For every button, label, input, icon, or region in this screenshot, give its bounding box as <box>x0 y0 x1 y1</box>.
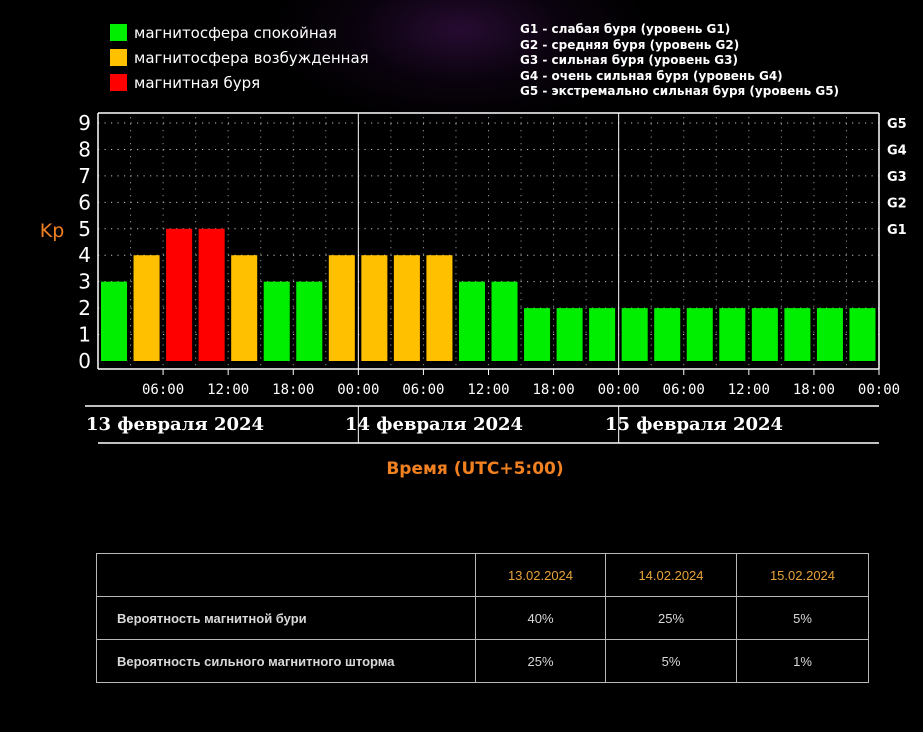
g-level-legend: G1 - слабая буря (уровень G1) G2 - средн… <box>520 22 839 100</box>
x-tick-label: 00:00 <box>858 382 900 398</box>
g-level-label: G5 <box>887 117 907 132</box>
legend-swatch-quiet <box>110 24 127 41</box>
kp-bar <box>296 281 323 361</box>
kp-bar <box>361 255 388 361</box>
legend-item-storm: магнитная буря <box>110 70 369 95</box>
legend-label-storm: магнитная буря <box>134 73 261 92</box>
kp-bar <box>166 228 193 361</box>
y-tick-label: 0 <box>78 349 91 373</box>
x-tick-label: 12:00 <box>207 382 249 398</box>
x-tick-label: 06:00 <box>142 382 184 398</box>
kp-chart: 01 23 45 67 89 Kp G1 G2 G3 G4 G5 06:00 12:00 18:00 00:… <box>40 111 907 479</box>
x-tick-label: 00:00 <box>598 382 640 398</box>
x-tick-label: 18:00 <box>793 382 835 398</box>
kp-bar <box>101 281 128 361</box>
kp-bar <box>589 308 616 361</box>
legend-label-quiet: магнитосфера спокойная <box>134 23 337 42</box>
kp-color-legend: магнитосфера спокойная магнитосфера возб… <box>110 20 369 95</box>
legend-item-quiet: магнитосфера спокойная <box>110 20 369 45</box>
kp-bar <box>816 308 843 361</box>
y-tick-label: 2 <box>78 296 91 320</box>
table-header-empty <box>96 553 476 597</box>
day-label: 13 февраля 2024 <box>86 414 264 435</box>
x-tick-label: 18:00 <box>272 382 314 398</box>
kp-bar <box>198 228 225 361</box>
table-row-label: Вероятность сильного магнитного шторма <box>96 639 476 683</box>
kp-bar <box>654 308 681 361</box>
day-label: 14 февраля 2024 <box>345 414 523 435</box>
kp-bar <box>784 308 811 361</box>
table-cell: 25% <box>605 596 737 640</box>
g-level-label: G1 <box>887 223 907 238</box>
kp-bar <box>263 281 290 361</box>
x-axis-title: Время (UTC+5:00) <box>386 459 563 479</box>
g-level-label: G2 <box>887 196 907 211</box>
kp-bar <box>231 255 258 361</box>
kp-bar <box>426 255 453 361</box>
y-tick-label: 9 <box>78 111 91 135</box>
g-level-label: G3 <box>887 170 907 185</box>
g-legend-g5: G5 - экстремально сильная буря (уровень … <box>520 84 840 98</box>
table-cell: 1% <box>736 639 869 683</box>
y-tick-label: 3 <box>78 270 91 294</box>
x-tick-label: 12:00 <box>467 382 509 398</box>
x-tick-label: 06:00 <box>402 382 444 398</box>
g-legend-g2: G2 - средняя буря (уровень G2) <box>520 37 740 52</box>
kp-bar <box>849 308 876 361</box>
legend-item-excited: магнитосфера возбужденная <box>110 45 369 70</box>
table-row: Вероятность сильного магнитного шторма 2… <box>96 639 869 683</box>
kp-bar <box>393 255 420 361</box>
kp-bar <box>524 308 551 361</box>
kp-bar <box>328 255 355 361</box>
table-row-label: Вероятность магнитной бури <box>96 596 476 640</box>
kp-bar <box>751 308 778 361</box>
table-header-date: 14.02.2024 <box>605 553 737 597</box>
legend-label-excited: магнитосфера возбужденная <box>134 48 369 67</box>
x-tick-label: 06:00 <box>663 382 705 398</box>
table-cell: 25% <box>475 639 606 683</box>
legend-swatch-excited <box>110 49 127 66</box>
table-header-row: 13.02.2024 14.02.2024 15.02.2024 <box>96 553 869 597</box>
table-row: Вероятность магнитной бури 40% 25% 5% <box>96 596 869 640</box>
g-legend-g1: G1 - слабая буря (уровень G1) <box>520 22 731 36</box>
kp-bar <box>556 308 583 361</box>
y-tick-label: 1 <box>78 323 91 347</box>
g-level-label: G4 <box>887 143 907 158</box>
g-legend-g3: G3 - сильная буря (уровень G3) <box>520 53 738 67</box>
x-tick-label: 18:00 <box>533 382 575 398</box>
g-legend-g4: G4 - очень сильная буря (уровень G4) <box>520 68 783 83</box>
y-tick-label: 8 <box>78 137 91 161</box>
y-axis-label: Kp <box>40 220 65 242</box>
legend-swatch-storm <box>110 74 127 91</box>
kp-bar <box>133 255 160 361</box>
table-header-date: 13.02.2024 <box>475 553 606 597</box>
kp-bar <box>719 308 746 361</box>
kp-bar <box>686 308 713 361</box>
y-tick-label: 7 <box>78 164 91 188</box>
kp-bar <box>621 308 648 361</box>
x-tick-label: 12:00 <box>728 382 770 398</box>
table-cell: 5% <box>736 596 869 640</box>
table-cell: 40% <box>475 596 606 640</box>
table-cell: 5% <box>605 639 737 683</box>
y-tick-label: 4 <box>78 243 91 267</box>
kp-bar <box>458 281 485 361</box>
day-label: 15 февраля 2024 <box>605 414 783 435</box>
kp-bar <box>491 281 518 361</box>
x-tick-label: 00:00 <box>337 382 379 398</box>
y-tick-label: 6 <box>78 190 91 214</box>
table-header-date: 15.02.2024 <box>736 553 869 597</box>
probability-table: 13.02.2024 14.02.2024 15.02.2024 Вероятн… <box>96 553 869 683</box>
y-tick-label: 5 <box>78 217 91 241</box>
probability-table-container: 13.02.2024 14.02.2024 15.02.2024 Вероятн… <box>96 553 869 683</box>
